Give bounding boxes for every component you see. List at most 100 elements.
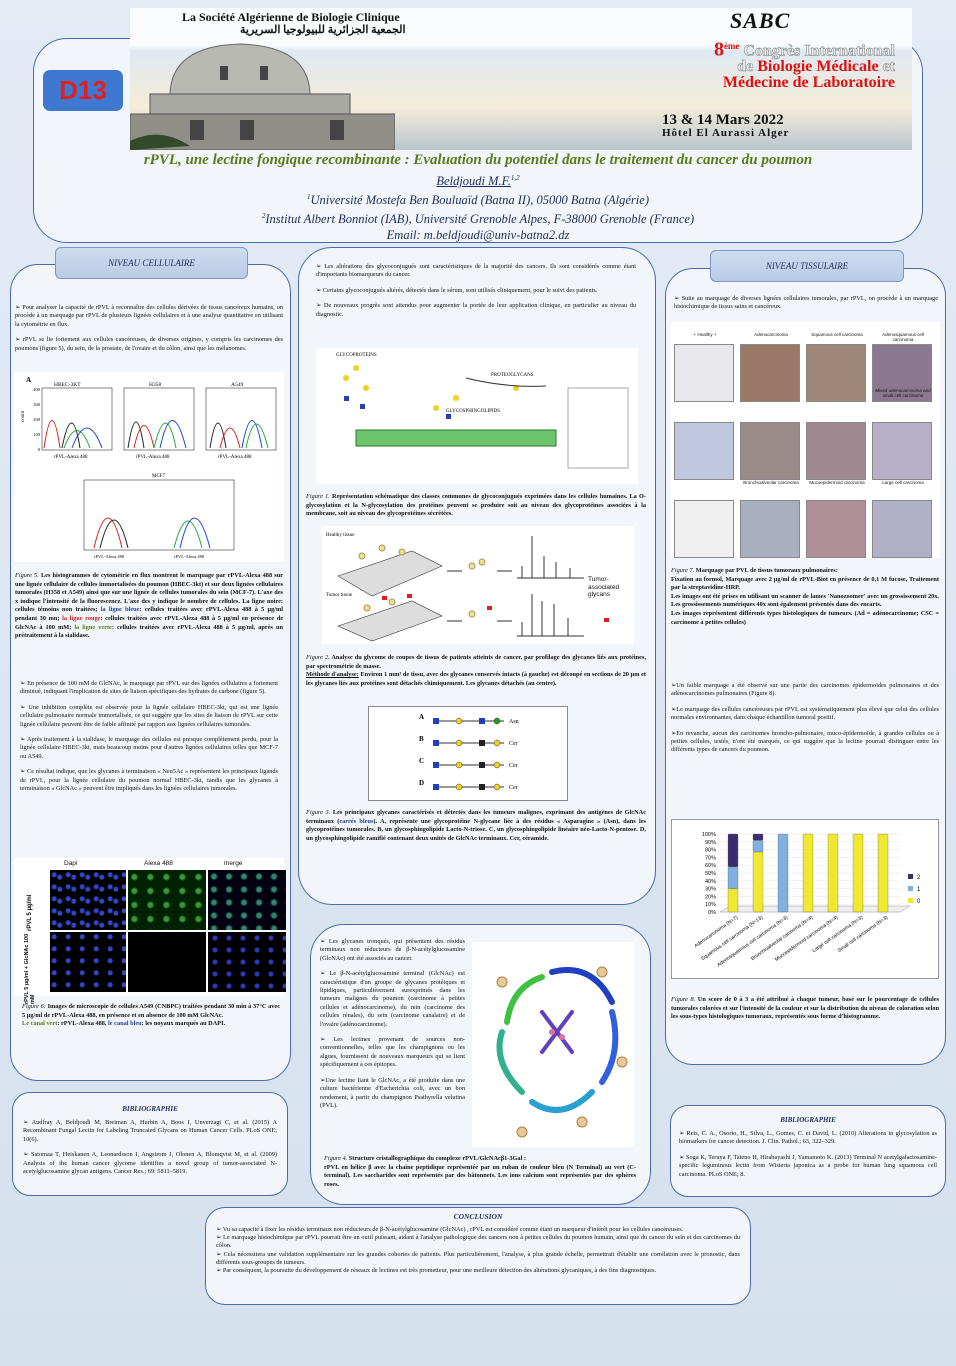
congress-banner: La Société Algérienne de Biologie Cliniq… [130,8,912,150]
y-tick-label: 60% [705,863,716,869]
y-ticks: 0 100 200 300 400 [33,387,41,452]
svg-text:400: 400 [33,387,41,392]
x-axis-label: rPVL-Alexa 488 [94,554,125,559]
y-tick-label: 30% [705,887,716,893]
legend-swatch [908,898,913,903]
society-name-fr: La Société Algérienne de Biologie Cliniq… [182,10,400,24]
glycosphingolipids-label: GLYCOSPHINGOLIPIDS [446,409,500,414]
figure-6-caption: Figure 6: Images de microscopie de cellu… [22,1003,280,1028]
legend-label: 0 [917,899,921,905]
bibliography-right: BIBLIOGRAPHIE ➢ Reis, C. A., Osorio, H.,… [670,1105,946,1197]
structure-key: B [419,735,424,743]
histology-image [740,344,800,402]
membrane [355,429,557,447]
figure-2-glycome-analysis: Healthy tissue Tumor tissue Tumor-associ… [322,526,634,644]
bibliography-title: BIBLIOGRAPHIE [122,1105,178,1113]
affiliation-1: 1Université Mostefa Ben Bouluaïd (Batna … [307,193,649,208]
histology-image [872,500,932,558]
y-tick-label: 90% [705,840,716,846]
histology-label: Mixed adenocarcinoma and small cell carc… [875,388,931,398]
bibliography-title: BIBLIOGRAPHIE [780,1116,836,1124]
affiliation-2: 2Institut Albert Bonniot (IAB), Universi… [261,212,695,227]
structure-anchor: Cer [509,741,518,747]
histology-image [740,500,800,558]
y-tick-label: 50% [705,871,716,877]
histology-label: Large cell carcinoma [882,480,924,485]
y-axis-label: count [21,410,26,422]
figure-3-glycan-structures: A Asn B Cer C Cer D Cer [368,706,568,801]
histology-label: Bronchioalveolar carcinoma [743,480,799,485]
figure-7-caption: Figure 7. Marquage par PVL de tissus tum… [671,567,939,626]
poster-id-badge: D13 [43,70,123,111]
y-tick-label: 100% [702,832,716,838]
histology-image [674,422,734,480]
tumor-tissue-label: Tumor tissue [326,593,353,598]
bar-segment [777,833,789,913]
y-tick-label: 20% [705,894,716,900]
congress-title: 8ème Congrès International de Biologie M… [713,38,895,92]
glycan-structure-A: A Asn [419,713,519,725]
legend-swatch [908,886,913,891]
row-label: rPVL 5 µg/ml [27,894,33,931]
figure-5-caption: Figure 5. Les histogrammes de cytométrie… [15,572,284,640]
micrograph-merge-1 [208,870,286,930]
bar-segment [727,833,739,867]
y-tick-label: 70% [705,855,716,861]
histogram-title: HBEC-3KT [54,382,81,388]
svg-text:100: 100 [33,432,41,437]
legend-swatch [908,874,913,879]
glycan-structure-C: C Cer [419,757,518,769]
x-axis-label: rPVL-Alexa 488 [174,554,205,559]
bar-segment [877,833,889,913]
structure-key: D [419,779,424,787]
histology-label: Adenosquamous cell carcinoma [882,332,924,342]
reference-list: ➢ Reis, C. A., Osorio, H., Silva, L., Go… [679,1130,937,1178]
bar-segment [752,840,764,853]
histology-image [806,344,866,402]
figure-2-caption: Figure 2. Analyse du glycome de coupes d… [306,654,646,687]
building-illustration [130,43,395,150]
figure-6-microscopy: Dapi Alexa 488 merge rPVL 5 µg/ml rPVL 5… [14,858,286,1004]
figure-5-histograms: A HBEC-3KT H358 A549 MCF7 rPVL-Alexa 488… [14,372,284,562]
histology-image [674,344,734,402]
figure-8-caption: Figure 8. Un score de 0 à 3 a été attrib… [671,996,939,1021]
glycoproteins-label: GLYCOPROTEINS [336,353,377,358]
y-tick-label: 10% [705,902,716,908]
glycan-structure-B: B Cer [419,735,518,747]
bar-segment [752,833,764,841]
conclusion-points: ➢ Vu sa capacité à fixer les résidus ter… [216,1226,740,1275]
bibliography-left: BIBLIOGRAPHIE ➢ Audfray A, Beldjoudi M, … [12,1092,288,1196]
author: Beldjoudi M.F.1,2 [436,174,520,189]
y-tick-label: 80% [705,848,716,854]
legend-label: 2 [917,875,921,881]
micrograph-dapi-2 [50,932,126,992]
micrograph-alexa-1 [128,870,206,930]
section-label-tissue: NIVEAU TISSULAIRE [710,250,904,282]
legend [567,387,629,469]
bar-segment [827,833,839,913]
column-label: merge [224,860,243,867]
flow-cytometry-plots: A HBEC-3KT H358 A549 MCF7 rPVL-Alexa 488… [21,376,277,559]
glycoconjugates-intro: ➢ Les altérations des glycoconjugués son… [316,263,636,318]
glycan-structure-D: D Cer [419,779,518,791]
contact-email: Email: m.beldjoudi@univ-batna2.dz [386,228,570,243]
figure-8-stacked-bar-chart: 0% 10% 20% 30% 40% 50% 60% 70% 80% 90% 100% Adenoca… [671,819,939,979]
figure-1-glycoconjugates-diagram: GLYCOPROTEINS PROTEOGLYCANS GLYCOSPHINGO… [316,348,638,484]
row-label: rPVL 5 µg/ml + GlcNAc 100 mM [24,933,36,1004]
glycan-trees [343,365,519,411]
histology-image [740,422,800,480]
svg-text:300: 300 [33,402,41,407]
structure-anchor: Cer [509,785,518,791]
bar-segment [727,888,739,913]
x-axis-label: rPVL-Alexa 488 [218,455,252,460]
histogram-title: MCF7 [152,474,166,479]
structure-key: C [419,757,424,765]
micrograph-alexa-2 [128,932,206,992]
histogram-a549 [205,387,277,451]
histology-image [872,344,932,402]
category-label: Small cell carcinoma (N=3) [837,915,890,954]
mass-spectra [517,536,584,637]
figure-4-crystal-structure [472,942,634,1147]
histogram-title: A549 [231,382,243,388]
micrograph-merge-2 [208,932,286,992]
